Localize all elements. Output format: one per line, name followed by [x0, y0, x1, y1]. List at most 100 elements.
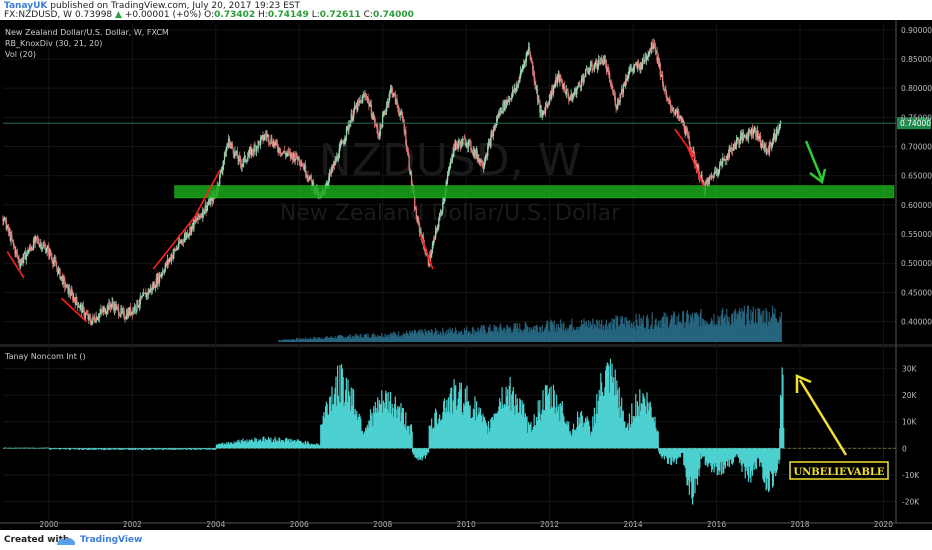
candle-body — [658, 57, 660, 66]
indicator-bar — [235, 442, 238, 449]
indicator-bar — [767, 448, 769, 479]
chart-canvas[interactable]: NZDUSD, W New Zealand Dollar/U.S. Dollar… — [0, 20, 932, 530]
candle-body — [671, 108, 673, 111]
candle-body — [653, 43, 655, 48]
candle-body — [244, 155, 247, 162]
candle-body — [265, 135, 267, 137]
indicator-bar — [85, 448, 88, 450]
candle-body — [245, 160, 247, 162]
candle-body — [543, 111, 545, 113]
indicator-bar — [166, 448, 169, 449]
candle-body — [756, 130, 759, 138]
volume-bar — [684, 322, 686, 342]
volume-bar — [663, 312, 665, 342]
volume-bar — [718, 317, 721, 342]
volume-bar — [654, 319, 656, 342]
volume-bar — [447, 329, 449, 342]
volume-bar — [490, 331, 492, 342]
indicator-bar — [582, 427, 584, 449]
candle-body — [285, 153, 287, 156]
candle-body — [147, 290, 149, 296]
indicator-bar — [532, 426, 534, 449]
support-zone — [174, 185, 895, 199]
indicator-bar — [771, 448, 773, 475]
indicator-bar — [673, 448, 675, 463]
volume-bar — [292, 340, 294, 342]
volume-bar — [450, 330, 452, 342]
candle-body — [678, 111, 680, 117]
indicator-bar — [714, 448, 716, 468]
indicator-bar — [768, 448, 770, 491]
candle-body — [495, 123, 497, 126]
volume-bar — [739, 307, 741, 342]
candle-body — [350, 113, 352, 122]
legend-knoxdiv[interactable]: RB_KnoxDiv (30, 21, 20) — [5, 39, 102, 48]
candle-body — [605, 59, 607, 64]
candle-body — [771, 143, 773, 147]
indicator-bar — [397, 408, 400, 449]
indicator-bar — [126, 448, 128, 449]
volume-bar — [722, 318, 725, 342]
indicator-bar — [596, 413, 599, 449]
legend-main[interactable]: New Zealand Dollar/U.S. Dollar, W, FXCM — [5, 28, 169, 37]
volume-bar — [353, 338, 356, 342]
volume-bar — [349, 334, 352, 342]
indicator-bar — [107, 448, 109, 450]
indicator-bar — [779, 448, 781, 460]
candle-body — [601, 59, 604, 65]
volume-bar — [727, 321, 730, 342]
volume-bar — [613, 318, 616, 342]
candle-body — [743, 135, 746, 137]
volume-bar — [498, 332, 500, 342]
candle-body — [585, 68, 587, 77]
candle-body — [59, 268, 61, 279]
indicator-bar — [109, 448, 112, 450]
candle-body — [449, 163, 451, 170]
indicator-bar — [474, 396, 476, 449]
indicator-bar — [391, 403, 393, 449]
indicator-bar — [774, 448, 776, 471]
candle-body — [161, 274, 163, 275]
volume-bar — [309, 337, 311, 342]
candle-body — [662, 74, 664, 84]
indicator-bar — [393, 403, 396, 449]
indicator-bar — [672, 448, 674, 462]
candle-body — [540, 109, 542, 113]
candle-body — [649, 49, 651, 53]
candle-body — [337, 158, 340, 160]
volume-bar — [728, 317, 730, 342]
candle-body — [474, 149, 476, 156]
indicator-bar — [310, 443, 312, 449]
indicator-bar — [98, 448, 100, 449]
candle-body — [623, 83, 625, 86]
indicator-legend[interactable]: Tanay Noncom Int () — [4, 352, 86, 361]
legend-volume[interactable]: Vol (20) — [5, 50, 36, 59]
indicator-bar — [645, 413, 647, 449]
indicator-bar — [239, 443, 242, 449]
candle-body — [80, 304, 82, 306]
volume-bar — [294, 339, 296, 342]
indicator-bar — [137, 448, 140, 449]
volume-bar — [515, 328, 518, 342]
indicator-bar — [503, 407, 505, 449]
indicator-bar — [94, 448, 96, 450]
volume-bar — [452, 333, 454, 342]
volume-bar — [428, 330, 430, 342]
indicator-bar — [215, 448, 217, 450]
indicator-bar — [97, 448, 100, 450]
tradingview-link[interactable]: TradingView — [80, 535, 143, 545]
candle-body — [71, 290, 73, 294]
volume-bar — [667, 328, 669, 342]
candle-body — [329, 172, 332, 174]
candle-body — [306, 175, 308, 177]
indicator-bar — [556, 411, 559, 449]
candle-body — [39, 244, 41, 247]
candle-body — [36, 238, 39, 240]
green-arrow-icon — [804, 140, 827, 185]
volume-bar — [453, 332, 455, 342]
candle-body — [707, 181, 710, 184]
indicator-bar — [289, 438, 291, 449]
volume-bar — [671, 318, 673, 342]
volume-bar — [699, 312, 701, 342]
author-link[interactable]: TanayUK — [4, 1, 48, 11]
